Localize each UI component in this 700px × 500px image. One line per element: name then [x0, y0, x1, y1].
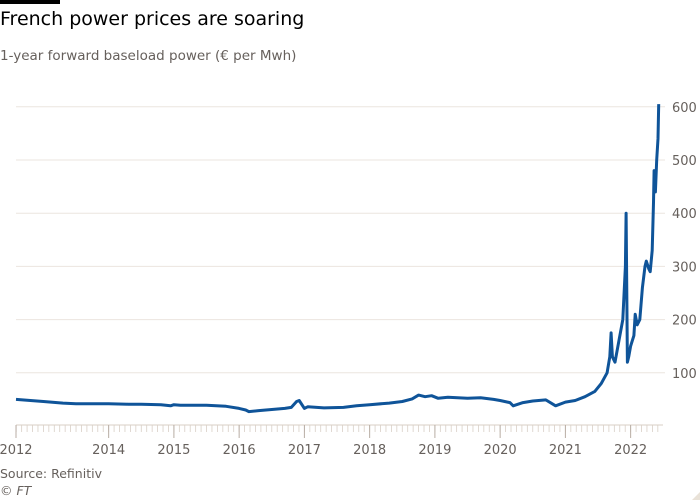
x-tick-label: 2019: [418, 443, 451, 458]
x-tick-label: 2021: [549, 443, 582, 458]
y-tick-label: 100: [672, 367, 697, 382]
y-tick-label: 500: [672, 154, 697, 169]
x-tick-label: 2016: [223, 443, 256, 458]
y-tick-label: 200: [672, 314, 697, 329]
ft-brand-bar: [0, 0, 60, 4]
x-tick-label: 2015: [157, 443, 190, 458]
y-tick-label: 300: [672, 260, 697, 275]
x-tick-label: 2022: [614, 443, 647, 458]
chart-title: French power prices are soaring: [0, 8, 305, 30]
x-tick-label: 2017: [288, 443, 321, 458]
y-tick-label: 600: [672, 101, 697, 116]
copyright: © FT: [0, 483, 32, 498]
corner-decoration: [692, 492, 700, 500]
chart-subtitle: 1-year forward baseload power (€ per Mwh…: [0, 48, 297, 64]
x-tick-label: 2020: [484, 443, 517, 458]
x-tick-label: 2012: [0, 443, 33, 458]
x-tick-label: 2018: [353, 443, 386, 458]
price-line: [15, 104, 661, 414]
source-note: Source: Refinitiv: [0, 466, 102, 481]
y-tick-label: 400: [672, 207, 697, 222]
x-tick-label: 2014: [92, 443, 125, 458]
